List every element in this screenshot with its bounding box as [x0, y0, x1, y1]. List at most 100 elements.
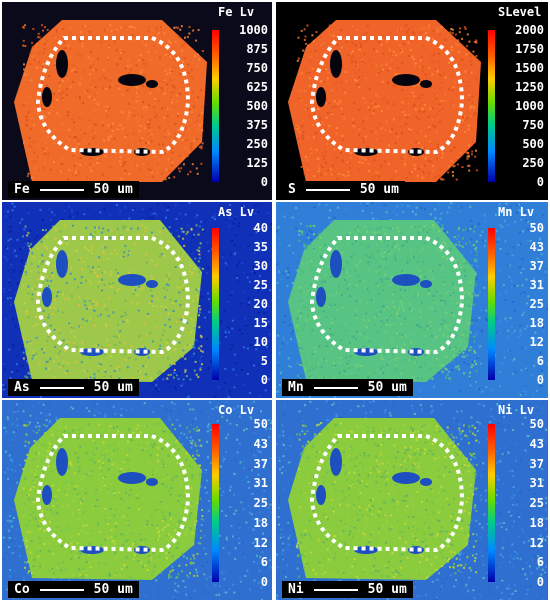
color-scale-tick: 43 [529, 240, 544, 254]
element-symbol: As [14, 380, 30, 395]
element-label: Ni 50 um [282, 581, 413, 598]
element-label: Co 50 um [8, 581, 139, 598]
color-scale-bar [212, 424, 219, 582]
color-scale-tick: 0 [260, 175, 268, 189]
element-label: Fe 50 um [8, 181, 139, 198]
scale-bar [39, 386, 84, 389]
color-scale-tick: 18 [529, 316, 544, 330]
scale-text: 50 um [93, 380, 133, 395]
color-scale-tick: 40 [253, 221, 268, 235]
scale-text: 50 um [93, 582, 133, 597]
color-scale-tick: 500 [522, 137, 544, 151]
color-scale-tick: 0 [536, 175, 544, 189]
co-distribution-map [2, 400, 272, 600]
color-scale-tick: 18 [529, 515, 544, 530]
color-scale-tick: 2000 [515, 23, 544, 37]
color-scale-tick: 750 [522, 118, 544, 132]
scale-bar [39, 188, 84, 191]
element-symbol: Co [14, 582, 30, 597]
panel-s: SLevel 2000 1750 1500 1250 1000 750 500 250 0 S … [276, 2, 548, 200]
color-scale-tick: 37 [529, 259, 544, 273]
color-scale-tick: 35 [253, 240, 268, 254]
color-scale-bar [212, 30, 219, 182]
color-scale-tick: 250 [246, 137, 268, 151]
color-scale-tick: 1250 [515, 80, 544, 94]
color-scale-tick: 1000 [239, 23, 268, 37]
color-scale-tick: 31 [529, 476, 544, 491]
scale-text: 50 um [367, 582, 407, 597]
scale-bar [313, 386, 358, 389]
panel-header: Fe Lv [218, 5, 255, 19]
fe-distribution-map [2, 2, 272, 200]
as-distribution-map [2, 202, 272, 398]
color-scale-tick: 25 [529, 297, 544, 311]
panel-fe: Fe Lv 1000 875 750 625 500 375 250 125 0 Fe 50 u… [2, 2, 272, 200]
panel-header: As Lv [218, 205, 255, 219]
color-scale-tick: 50 [529, 221, 544, 235]
color-scale-tick: 750 [246, 61, 268, 75]
scale-text: 50 um [359, 182, 399, 197]
color-scale-tick: 1750 [515, 42, 544, 56]
color-scale-tick: 15 [253, 316, 268, 330]
panel-mn: Mn Lv 50 43 37 31 25 18 12 6 0 Mn 50 um [276, 202, 548, 398]
scale-text: 50 um [93, 182, 133, 197]
panel-header: Ni Lv [498, 403, 535, 417]
color-scale-tick: 375 [246, 118, 268, 132]
color-scale-tick: 1000 [515, 99, 544, 113]
color-scale-tick: 6 [536, 354, 544, 368]
color-scale-tick: 30 [253, 259, 268, 273]
color-scale-tick: 250 [522, 156, 544, 170]
element-symbol: Fe [14, 182, 30, 197]
color-scale-tick: 10 [253, 335, 268, 349]
color-scale-tick: 625 [246, 80, 268, 94]
element-label: S 50 um [282, 181, 405, 198]
color-scale-bar [212, 228, 219, 380]
element-symbol: Mn [288, 380, 304, 395]
color-scale-tick: 6 [536, 555, 544, 570]
color-scale-tick: 18 [253, 515, 268, 530]
ni-distribution-map [276, 400, 548, 600]
color-scale-tick: 875 [246, 42, 268, 56]
color-scale-tick: 43 [253, 436, 268, 451]
color-scale-bar [488, 30, 495, 182]
scale-bar [313, 588, 358, 591]
color-scale-tick: 25 [253, 496, 268, 510]
element-label: As 50 um [8, 379, 139, 396]
color-scale-tick: 6 [260, 555, 268, 570]
color-scale-tick: 12 [529, 335, 544, 349]
element-symbol: S [288, 182, 296, 197]
color-scale-tick: 50 [253, 417, 268, 431]
panel-as: As Lv 40 35 30 25 20 15 10 5 0 As 50 um [2, 202, 272, 398]
panel-header: Co Lv [218, 403, 255, 417]
color-scale-bar [488, 424, 495, 582]
color-scale-tick: 50 [529, 417, 544, 431]
element-label: Mn 50 um [282, 379, 413, 396]
panel-co: Co Lv 50 43 37 31 25 18 12 6 0 Co 50 um [2, 400, 272, 600]
color-scale-bar [488, 228, 495, 380]
color-scale-tick: 0 [260, 575, 268, 589]
color-scale-tick: 37 [253, 456, 268, 471]
s-distribution-map [276, 2, 548, 200]
color-scale-tick: 1500 [515, 61, 544, 75]
scale-bar [305, 188, 350, 191]
color-scale-tick: 0 [260, 373, 268, 387]
panel-header: Mn Lv [498, 205, 535, 219]
color-scale-tick: 20 [253, 297, 268, 311]
color-scale-tick: 31 [529, 278, 544, 292]
panel-ni: Ni Lv 50 43 37 31 25 18 12 6 0 Ni 50 um [276, 400, 548, 600]
color-scale-tick: 125 [246, 156, 268, 170]
color-scale-tick: 0 [536, 373, 544, 387]
color-scale-tick: 43 [529, 436, 544, 451]
element-symbol: Ni [288, 582, 304, 597]
color-scale-tick: 12 [253, 535, 268, 550]
color-scale-tick: 12 [529, 535, 544, 550]
scale-bar [39, 588, 84, 591]
color-scale-tick: 31 [253, 476, 268, 491]
panel-header: SLevel [498, 5, 542, 19]
color-scale-tick: 37 [529, 456, 544, 471]
color-scale-tick: 5 [260, 354, 268, 368]
color-scale-tick: 25 [529, 496, 544, 510]
color-scale-tick: 0 [536, 575, 544, 589]
color-scale-tick: 500 [246, 99, 268, 113]
